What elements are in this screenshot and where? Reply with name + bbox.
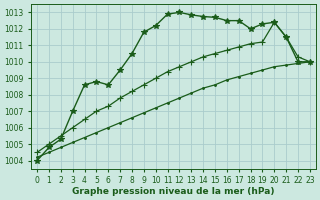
X-axis label: Graphe pression niveau de la mer (hPa): Graphe pression niveau de la mer (hPa): [72, 187, 275, 196]
